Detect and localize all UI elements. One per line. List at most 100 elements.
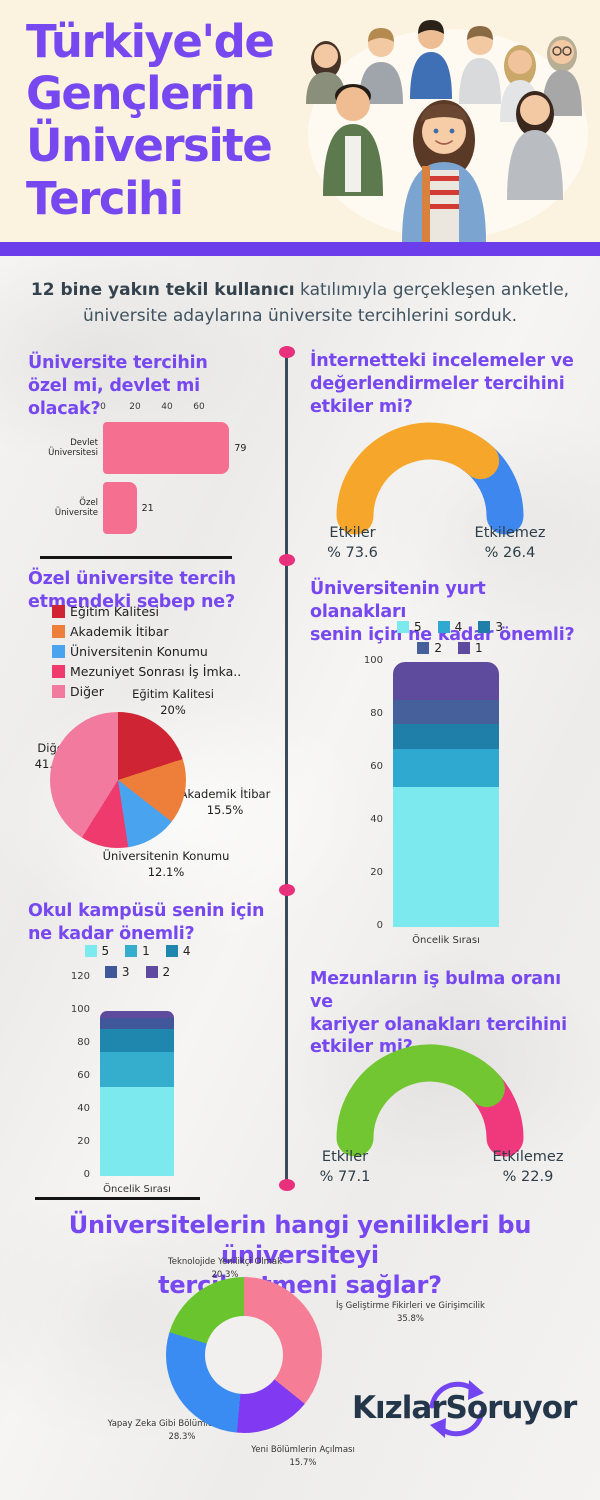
kampus-legend: 5 1 4 3 2 — [45, 944, 230, 986]
legend-label: Akademik İtibar — [70, 624, 169, 639]
pie-label-akademik: Akademik İtibar 15.5% — [179, 787, 271, 818]
hbar-value-label: 79 — [234, 442, 247, 454]
chart-ozel-sebep-pie — [50, 712, 186, 848]
heading-yenilik: Üniversitelerin hangi yenilikleri bu üni… — [68, 1211, 532, 1299]
legend-swatch — [417, 642, 430, 654]
heading-devlet-ozel: Üniversite tercihin özel mi, devlet mi o… — [28, 353, 208, 419]
legend-label: Eğitim Kalitesi — [70, 604, 159, 619]
gauge1-label-etkilemez: Etkilemez % 26.4 — [474, 525, 546, 561]
donut-hole — [205, 1316, 283, 1394]
legend-label: Diğer — [70, 684, 104, 699]
legend-label: 5 — [101, 944, 110, 958]
legend-item: 5 — [84, 944, 110, 958]
stacked-segment-4 — [100, 1029, 174, 1053]
chart-yurt-stacked: 0 20 40 60 80 100 Öncelik Sırası — [355, 655, 520, 954]
pie-legend: Eğitim Kalitesi Akademik İtibar Üniversite… — [52, 604, 262, 704]
legend-item: 5 — [397, 620, 422, 634]
heading-kampus: Okul kampüsü senin için ne kadar önemli? — [28, 901, 265, 944]
stacked-segment-2 — [393, 700, 499, 725]
donut-label-teknoloji: Teknolojide Yenilikçi Olmak 20.3% — [168, 1257, 282, 1281]
intro-bold: 12 bine yakın tekil kullanıcı — [30, 280, 295, 300]
hbar-value-label: 21 — [141, 502, 154, 514]
timeline-dot-3 — [279, 884, 295, 896]
timeline-dot-4 — [279, 1179, 295, 1191]
section-divider-2 — [35, 1197, 200, 1200]
legend-swatch — [52, 645, 65, 658]
legend-swatch — [104, 966, 117, 978]
chart-internet-gauge — [336, 422, 524, 535]
hbar-category-label: Özel Üniversite — [54, 497, 98, 518]
pie-label-egitim: Eğitim Kalitesi 20% — [132, 687, 214, 718]
stacked-xlabel: Öncelik Sırası — [103, 1184, 171, 1195]
legend-label: 1 — [475, 641, 483, 655]
legend-item: 1 — [458, 641, 483, 655]
stacked-segment-4 — [393, 749, 499, 787]
legend-item: 1 — [125, 944, 150, 958]
legend-item: 3 — [104, 965, 130, 979]
legend-item: 4 — [165, 944, 191, 958]
stacked-segment-2 — [100, 1011, 174, 1018]
legend-item: 2 — [145, 965, 170, 979]
intro-text: 12 bine yakın tekil kullanıcı katılımıyl… — [20, 278, 580, 329]
logo-text: KızlarSoruyor — [352, 1390, 577, 1426]
legend-swatch — [437, 621, 450, 633]
intro-rest: katılımıyla gerçekleşen anketle, — [294, 280, 570, 300]
legend-item: 3 — [478, 620, 503, 634]
legend-swatch — [125, 945, 138, 957]
legend-label: Üniversitenin Konumu — [70, 644, 208, 659]
legend-label: 4 — [182, 944, 191, 958]
donut-label-yapay-zeka: Yapay Zeka Gibi Bölümlerin Olması 28.3% — [107, 1419, 257, 1443]
legend-label: 2 — [434, 641, 442, 655]
legend-item: Diğer — [52, 684, 104, 699]
legend-swatch — [84, 945, 97, 957]
header-people-illustration — [306, 20, 588, 242]
legend-swatch — [145, 966, 158, 978]
donut-label-is-gelistirme: İş Geliştirme Fikirleri ve Girişimcilik … — [336, 1301, 485, 1325]
legend-swatch — [52, 665, 65, 678]
legend-swatch — [458, 642, 470, 654]
legend-swatch — [397, 621, 410, 633]
stacked-segment-3 — [393, 724, 499, 750]
timeline-dot-2 — [279, 554, 295, 566]
legend-label: 3 — [121, 965, 130, 979]
section-divider-1 — [40, 556, 232, 559]
stacked-xlabel: Öncelik Sırası — [412, 935, 480, 946]
legend-item: 2 — [417, 641, 442, 655]
gauge2-label-etkilemez: Etkilemez % 22.9 — [492, 1149, 564, 1185]
stacked-segment-3 — [100, 1017, 174, 1030]
legend-label: Mezuniyet Sonrası İş İmka.. — [70, 664, 242, 679]
intro-line2: üniversite adaylarına üniversite tercihl… — [82, 305, 518, 326]
hbar-category-label: Devlet Üniversitesi — [48, 437, 98, 458]
legend-label: 4 — [454, 620, 463, 634]
stacked-segment-1 — [100, 1052, 174, 1087]
legend-swatch — [52, 625, 65, 638]
chart-devlet-ozel: 0 20 40 60 Devlet Üniversitesi 79 Özel Ünivers… — [40, 402, 255, 542]
legend-item: Mezuniyet Sonrası İş İmka.. — [52, 664, 241, 679]
divider-band — [0, 242, 600, 256]
legend-swatch — [52, 685, 65, 698]
logo-refresh-arrows-icon — [429, 1380, 485, 1438]
page-title: Türkiye'de Gençlerin Üniversite Tercihi — [26, 15, 275, 225]
heading-mezun: Mezunların iş bulma oranı ve kariyer ola… — [310, 969, 567, 1058]
legend-item: 4 — [437, 620, 463, 634]
legend-label: 5 — [414, 620, 422, 634]
legend-label: 3 — [495, 620, 503, 634]
yurt-legend: 5 4 3 2 1 — [340, 620, 560, 662]
legend-item: Eğitim Kalitesi — [52, 604, 159, 619]
chart-yenilik-donut — [166, 1277, 322, 1433]
stacked-segment-5 — [393, 786, 499, 927]
heading-yurt: Üniversitenin yurt olanakları senin için… — [310, 579, 575, 645]
chart-mezun-gauge — [336, 1044, 524, 1157]
legend-label: 1 — [142, 944, 150, 958]
brand-logo: KızlarSoruyor — [352, 1380, 587, 1438]
legend-swatch — [52, 605, 65, 618]
chart-kampus-stacked: 0 20 40 60 80 100 120 Öncelik Sırası — [62, 971, 217, 1200]
gauge1-label-etkiler: Etkiler % 73.6 — [327, 525, 378, 561]
hbar-bar — [103, 482, 137, 534]
legend-swatch — [165, 945, 178, 957]
stacked-segment-5 — [100, 1086, 174, 1176]
stacked-segment-1 — [393, 662, 499, 701]
legend-item: Üniversitenin Konumu — [52, 644, 208, 659]
gauge2-label-etkiler: Etkiler % 77.1 — [319, 1149, 371, 1185]
